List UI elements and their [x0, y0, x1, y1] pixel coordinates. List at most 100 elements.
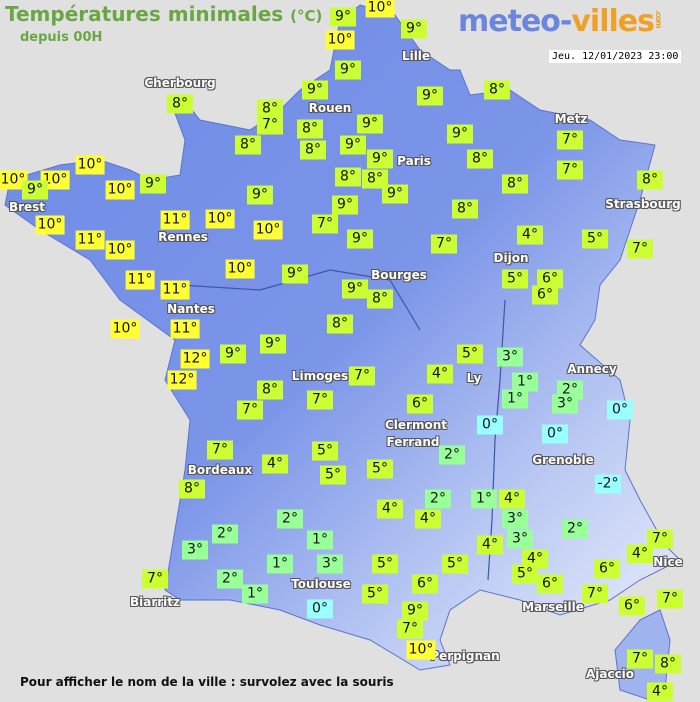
temperature-marker[interactable]: 7°: [627, 239, 653, 259]
temperature-marker[interactable]: 4°: [477, 535, 503, 555]
temperature-marker[interactable]: 2°: [277, 509, 303, 529]
temperature-marker[interactable]: 9°: [402, 601, 428, 621]
temperature-marker[interactable]: 3°: [497, 347, 523, 367]
temperature-marker[interactable]: 1°: [307, 530, 333, 550]
temperature-marker[interactable]: 4°: [377, 499, 403, 519]
temperature-marker[interactable]: 7°: [431, 234, 457, 254]
temperature-marker[interactable]: 9°: [417, 86, 443, 106]
temperature-marker[interactable]: 5°: [457, 344, 483, 364]
temperature-marker[interactable]: 7°: [647, 529, 673, 549]
temperature-marker[interactable]: 9°: [247, 185, 273, 205]
temperature-marker[interactable]: 9°: [140, 174, 166, 194]
temperature-marker[interactable]: 8°: [467, 149, 493, 169]
temperature-marker[interactable]: 8°: [655, 654, 681, 674]
temperature-marker[interactable]: 7°: [237, 400, 263, 420]
temperature-marker[interactable]: 2°: [439, 445, 465, 465]
temperature-marker[interactable]: 9°: [302, 80, 328, 100]
temperature-marker[interactable]: 1°: [512, 372, 538, 392]
temperature-marker[interactable]: 7°: [142, 569, 168, 589]
temperature-marker[interactable]: 8°: [484, 80, 510, 100]
temperature-marker[interactable]: 4°: [522, 549, 548, 569]
temperature-marker[interactable]: 4°: [517, 225, 543, 245]
temperature-marker[interactable]: 2°: [212, 524, 238, 544]
temperature-marker[interactable]: 6°: [407, 394, 433, 414]
temperature-marker[interactable]: 8°: [452, 199, 478, 219]
temperature-marker[interactable]: 8°: [179, 479, 205, 499]
temperature-marker[interactable]: 6°: [619, 596, 645, 616]
temperature-marker[interactable]: 8°: [637, 170, 663, 190]
temperature-marker[interactable]: 10°: [225, 259, 255, 279]
temperature-marker[interactable]: 5°: [362, 584, 388, 604]
temperature-marker[interactable]: 9°: [367, 149, 393, 169]
temperature-marker[interactable]: 0°: [477, 415, 503, 435]
temperature-marker[interactable]: 11°: [75, 230, 105, 250]
temperature-marker[interactable]: 5°: [582, 229, 608, 249]
temperature-marker[interactable]: 1°: [267, 554, 293, 574]
logo[interactable]: meteo-villes.com: [458, 4, 663, 39]
temperature-marker[interactable]: 8°: [367, 289, 393, 309]
temperature-marker[interactable]: 10°: [105, 240, 135, 260]
temperature-marker[interactable]: 3°: [317, 554, 343, 574]
temperature-marker[interactable]: 3°: [552, 394, 578, 414]
temperature-marker[interactable]: 9°: [220, 344, 246, 364]
temperature-marker[interactable]: 9°: [332, 195, 358, 215]
temperature-marker[interactable]: 6°: [537, 574, 563, 594]
temperature-marker[interactable]: 9°: [357, 114, 383, 134]
temperature-marker[interactable]: 0°: [542, 424, 568, 444]
temperature-marker[interactable]: 2°: [425, 489, 451, 509]
temperature-marker[interactable]: 7°: [257, 115, 283, 135]
temperature-marker[interactable]: 9°: [447, 124, 473, 144]
temperature-marker[interactable]: 0°: [607, 400, 633, 420]
temperature-marker[interactable]: 4°: [427, 364, 453, 384]
temperature-marker[interactable]: 12°: [167, 370, 197, 390]
temperature-marker[interactable]: 10°: [406, 640, 436, 660]
temperature-marker[interactable]: 10°: [105, 180, 135, 200]
temperature-marker[interactable]: 10°: [110, 319, 140, 339]
temperature-marker[interactable]: 11°: [125, 270, 155, 290]
temperature-marker[interactable]: 8°: [502, 174, 528, 194]
temperature-marker[interactable]: 7°: [312, 214, 338, 234]
temperature-marker[interactable]: 5°: [367, 459, 393, 479]
temperature-marker[interactable]: 2°: [562, 519, 588, 539]
temperature-marker[interactable]: 5°: [442, 554, 468, 574]
temperature-marker[interactable]: 4°: [415, 509, 441, 529]
temperature-marker[interactable]: 4°: [627, 544, 653, 564]
temperature-marker[interactable]: 5°: [312, 441, 338, 461]
temperature-marker[interactable]: 8°: [167, 94, 193, 114]
temperature-marker[interactable]: 7°: [627, 649, 653, 669]
temperature-marker[interactable]: 10°: [75, 155, 105, 175]
temperature-marker[interactable]: 0°: [307, 599, 333, 619]
temperature-marker[interactable]: 1°: [471, 489, 497, 509]
temperature-marker[interactable]: 9°: [401, 19, 427, 39]
temperature-marker[interactable]: 7°: [582, 584, 608, 604]
temperature-marker[interactable]: 6°: [412, 574, 438, 594]
temperature-marker[interactable]: 10°: [0, 170, 28, 190]
temperature-marker[interactable]: 9°: [335, 60, 361, 80]
temperature-marker[interactable]: 11°: [170, 319, 200, 339]
temperature-marker[interactable]: 10°: [365, 0, 395, 18]
temperature-marker[interactable]: 3°: [502, 509, 528, 529]
temperature-marker[interactable]: 7°: [307, 390, 333, 410]
temperature-marker[interactable]: 9°: [340, 135, 366, 155]
temperature-marker[interactable]: 10°: [35, 215, 65, 235]
temperature-marker[interactable]: 10°: [325, 30, 355, 50]
temperature-marker[interactable]: 9°: [260, 334, 286, 354]
temperature-marker[interactable]: 7°: [557, 160, 583, 180]
temperature-marker[interactable]: 8°: [300, 140, 326, 160]
temperature-marker[interactable]: 7°: [557, 130, 583, 150]
temperature-marker[interactable]: 9°: [382, 184, 408, 204]
temperature-marker[interactable]: 1°: [502, 389, 528, 409]
temperature-marker[interactable]: 11°: [160, 210, 190, 230]
temperature-marker[interactable]: 7°: [349, 366, 375, 386]
temperature-marker[interactable]: 3°: [182, 540, 208, 560]
temperature-marker[interactable]: 9°: [342, 279, 368, 299]
temperature-marker[interactable]: 8°: [327, 314, 353, 334]
temperature-marker[interactable]: 5°: [512, 564, 538, 584]
temperature-marker[interactable]: 7°: [657, 589, 683, 609]
temperature-marker[interactable]: 10°: [253, 220, 283, 240]
temperature-marker[interactable]: 11°: [160, 280, 190, 300]
temperature-marker[interactable]: 8°: [335, 167, 361, 187]
temperature-marker[interactable]: 3°: [507, 529, 533, 549]
temperature-marker[interactable]: 9°: [330, 7, 356, 27]
temperature-marker[interactable]: 6°: [532, 285, 558, 305]
